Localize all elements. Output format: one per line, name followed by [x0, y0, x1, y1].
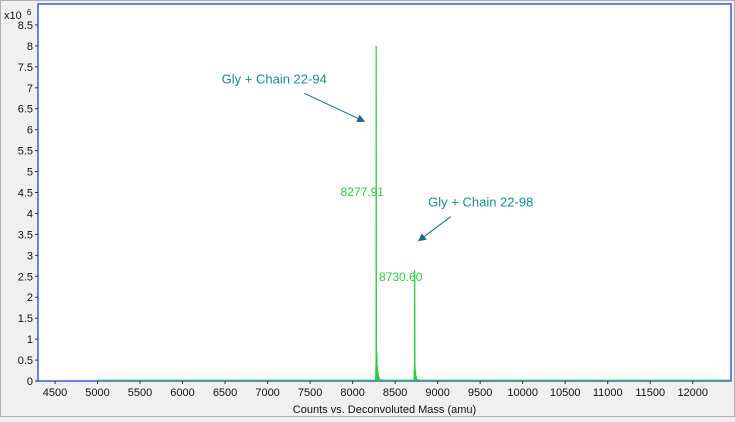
x-tick-label: 6000	[170, 387, 194, 399]
y-tick-label: 3	[27, 250, 33, 262]
x-axis-label: Counts vs. Deconvoluted Mass (amu)	[293, 404, 476, 416]
plot-area[interactable]	[37, 3, 732, 382]
y-tick-label: 4	[27, 208, 33, 220]
annotation-arrow	[304, 92, 366, 122]
peak-label: 8277.91	[341, 185, 385, 199]
x-tick-label: 7000	[255, 387, 279, 399]
y-tick-label: 4.5	[18, 188, 33, 200]
y-tick-label: 2	[27, 292, 33, 304]
x-tick-label: 5500	[128, 387, 152, 399]
y-tick-label: 5	[27, 167, 33, 179]
y-tick-label: 0.5	[18, 355, 33, 367]
x-tick-label: 4500	[43, 387, 67, 399]
y-axis: 0 0.5 1 1.5 2 2.5 3 3.5 4 4.5 5 5.5 6 6.5 7 7.5 8 8.5	[18, 20, 38, 388]
y-tick-label: 3.5	[18, 229, 33, 241]
x-axis: 4500 5000 5500 6000 6500 7000 7500 8000 8500 9000…	[43, 381, 708, 399]
x-tick-label: 10500	[550, 387, 581, 399]
x-tick-label: 12000	[677, 387, 708, 399]
y-tick-label: 6.5	[18, 104, 33, 116]
y-tick-label: 8	[27, 41, 33, 53]
y-multiplier-base: x10	[4, 10, 22, 22]
annotation-layer: 8277.91 8730.60 Gly + Chain 22-94 Gly + Cha…	[222, 71, 534, 284]
peak-label: 8730.60	[379, 270, 423, 284]
y-tick-label: 1.5	[18, 313, 33, 325]
y-tick-label: 7	[27, 83, 33, 95]
annotation-arrow	[417, 216, 452, 242]
y-tick-label: 6	[27, 125, 33, 137]
annotation-label: Gly + Chain 22-94	[222, 71, 327, 86]
x-tick-label: 6500	[213, 387, 237, 399]
x-tick-label: 5000	[85, 387, 109, 399]
y-tick-label: 8.5	[18, 20, 33, 32]
y-tick-label: 1	[27, 334, 33, 346]
y-tick-label: 5.5	[18, 146, 33, 158]
x-tick-label: 9000	[425, 387, 449, 399]
x-tick-label: 8000	[340, 387, 364, 399]
y-tick-label: 7.5	[18, 62, 33, 74]
series-layer	[97, 45, 731, 382]
y-tick-label: 0	[27, 376, 33, 388]
y-tick-label: 2.5	[18, 271, 33, 283]
x-tick-label: 9500	[468, 387, 492, 399]
x-tick-label: 10000	[507, 387, 538, 399]
x-tick-label: 8500	[383, 387, 407, 399]
x-tick-label: 11500	[635, 387, 665, 399]
annotation-label: Gly + Chain 22-98	[428, 195, 533, 210]
y-multiplier-label: x10 6	[4, 8, 32, 22]
x-tick-label: 7500	[298, 387, 322, 399]
series-line	[97, 45, 731, 382]
y-multiplier-exponent: 6	[27, 8, 32, 17]
x-tick-label: 11000	[593, 387, 623, 399]
